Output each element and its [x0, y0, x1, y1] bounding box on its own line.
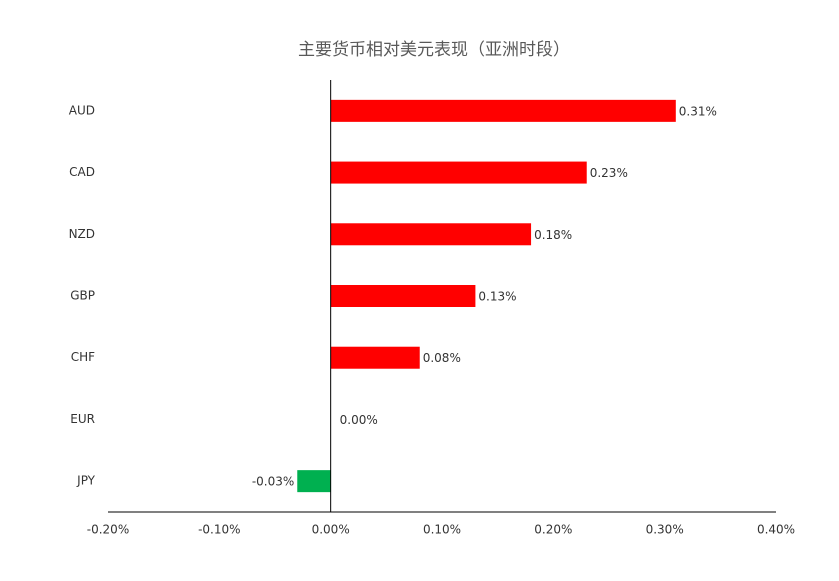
bar [330, 99, 676, 122]
y-tick-label: CAD [69, 165, 95, 179]
y-tick-label: CHF [71, 350, 95, 364]
value-label: 0.00% [340, 413, 378, 427]
chart-title: 主要货币相对美元表现（亚洲时段） [298, 40, 570, 60]
bar [330, 223, 532, 246]
x-tick-label: 0.40% [757, 523, 795, 537]
x-tick-label: -0.10% [198, 523, 240, 537]
bar [330, 285, 476, 307]
bar [330, 346, 420, 369]
x-tick-label: 0.10% [423, 523, 461, 537]
x-tick-label: 0.30% [646, 523, 684, 537]
bar [297, 470, 331, 493]
x-tick-label: -0.20% [87, 523, 129, 537]
x-tick-label: 0.20% [534, 523, 572, 537]
y-tick-label: NZD [69, 227, 95, 241]
value-label: 0.18% [534, 228, 572, 242]
bar [330, 161, 587, 184]
value-label: 0.23% [590, 166, 628, 180]
value-label: 0.08% [423, 351, 461, 365]
x-tick-label: 0.00% [312, 523, 350, 537]
value-label: -0.03% [252, 475, 294, 489]
y-tick-label: GBP [70, 289, 95, 303]
y-tick-label: EUR [70, 412, 95, 426]
y-tick-label: JPY [76, 474, 96, 488]
value-label: 0.31% [679, 104, 717, 118]
y-tick-label: AUD [69, 103, 95, 117]
value-label: 0.13% [478, 290, 516, 304]
